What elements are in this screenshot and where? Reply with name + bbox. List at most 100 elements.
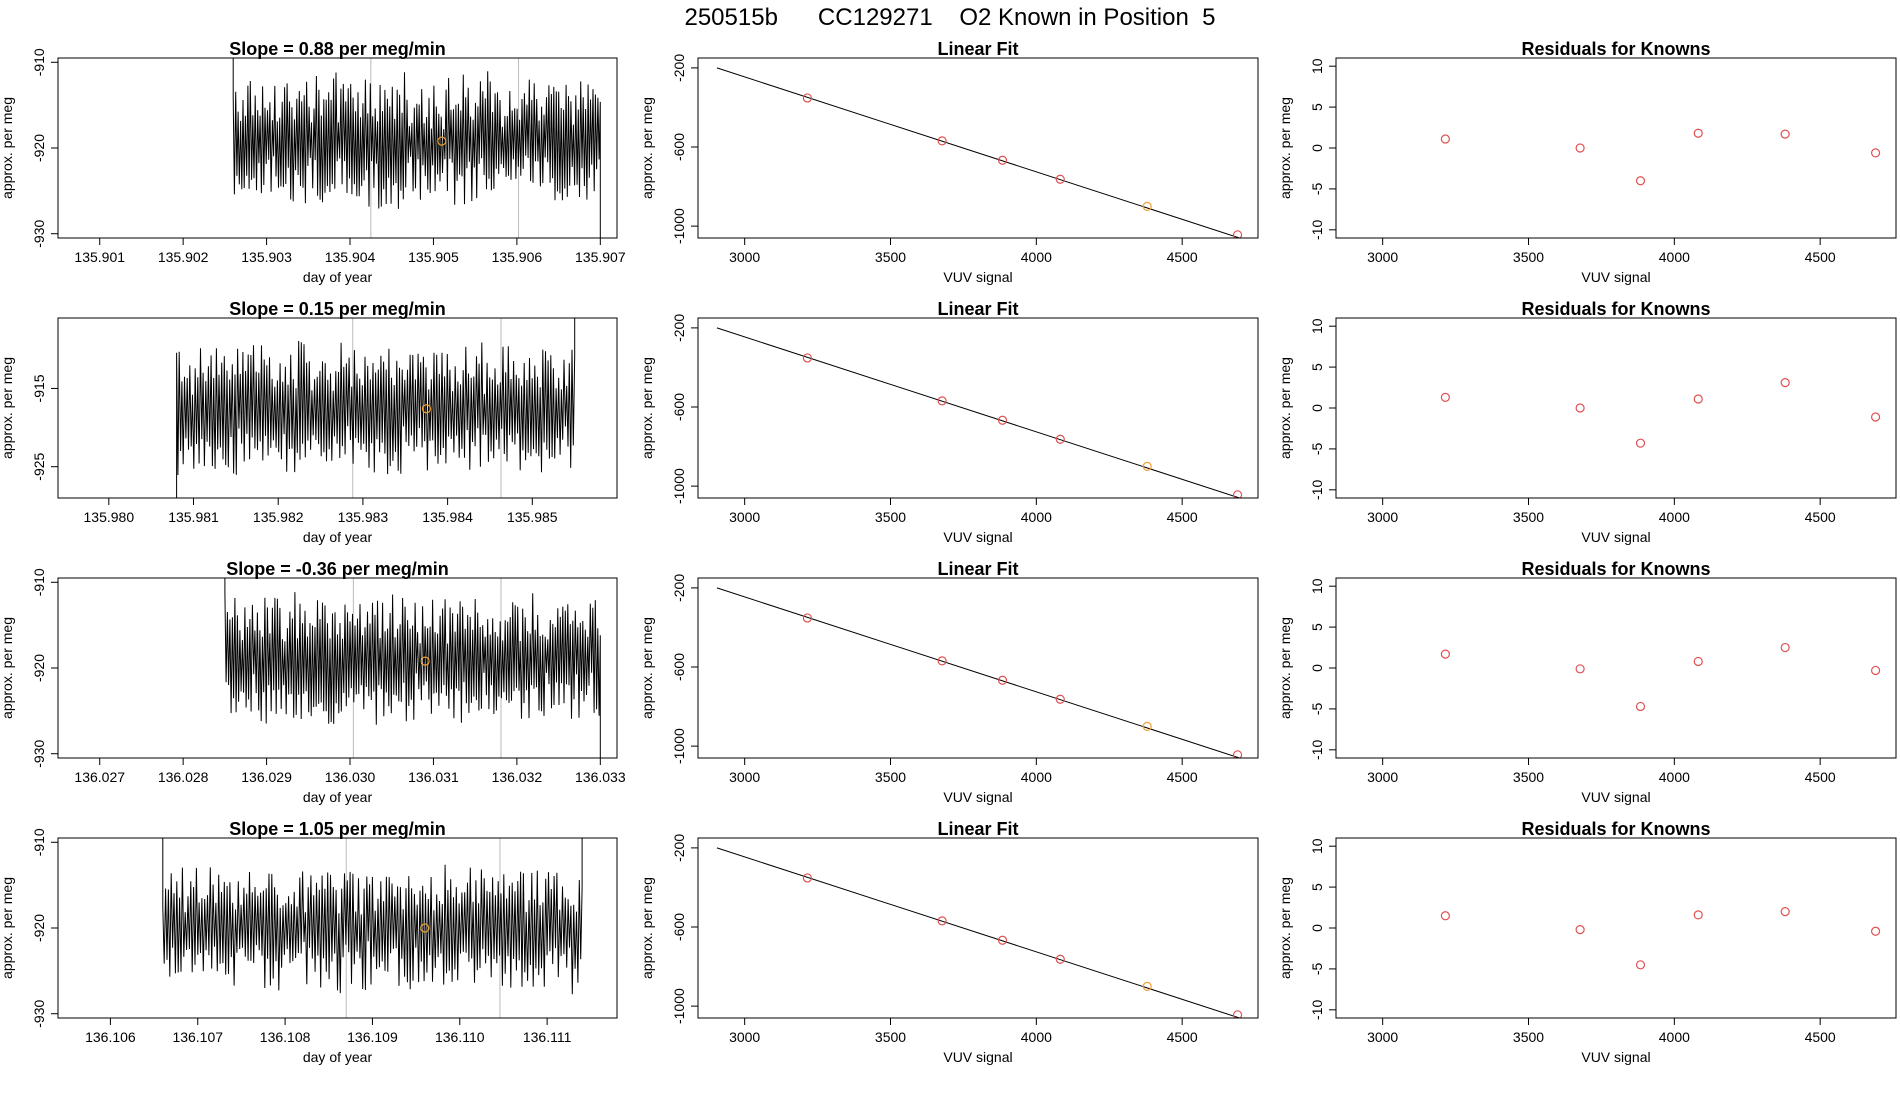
data-trace-line	[232, 58, 601, 238]
data-point	[1635, 176, 1646, 186]
data-trace-line	[176, 318, 576, 498]
data-point	[1575, 664, 1585, 674]
plot-area	[1440, 907, 1881, 970]
x-axis-label: VUV signal	[1581, 269, 1650, 285]
data-point	[802, 353, 812, 363]
y-tick-label: 5	[1309, 883, 1325, 891]
y-tick-label: -5	[1309, 182, 1325, 195]
data-point	[1870, 148, 1881, 158]
panel-fit-row-2: Linear Fit VUV signal approx. per meg 3000 3…	[639, 299, 1259, 545]
x-axis-label: VUV signal	[943, 1049, 1012, 1065]
data-point	[1870, 926, 1881, 936]
x-tick-label: 3000	[729, 769, 760, 785]
y-tick-label: -600	[671, 653, 687, 681]
x-tick-label: 3000	[1367, 509, 1398, 525]
regression-line	[716, 587, 1242, 758]
data-point	[1693, 394, 1703, 404]
data-point	[1780, 907, 1790, 917]
panel-title: Slope = -0.36 per meg/min	[226, 559, 449, 579]
x-tick-label: 136.031	[408, 769, 459, 785]
y-tick-label: -600	[671, 393, 687, 421]
x-axis-label: VUV signal	[1581, 1049, 1650, 1065]
plot-frame	[697, 577, 1259, 759]
x-tick-label: 3500	[1513, 249, 1544, 265]
y-axis-label: approx. per meg	[0, 617, 15, 719]
plot-area	[1440, 378, 1881, 448]
x-tick-label: 4500	[1805, 249, 1836, 265]
panel-residuals-row-1: Residuals for Knowns VUV signal approx. pe…	[1277, 39, 1897, 285]
panel-title: Linear Fit	[937, 559, 1018, 579]
plot-area	[1440, 642, 1881, 712]
x-tick-label: 4500	[1805, 769, 1836, 785]
plot-area	[716, 67, 1243, 238]
x-tick-label: 135.982	[253, 509, 304, 525]
x-tick-label: 135.984	[422, 509, 473, 525]
y-tick-label: -920	[31, 654, 47, 682]
y-axis-label: approx. per meg	[1277, 617, 1293, 719]
x-tick-label: 136.027	[74, 769, 125, 785]
x-tick-label: 4500	[1167, 769, 1198, 785]
data-point	[937, 916, 947, 926]
panel-fit-row-1: Linear Fit VUV signal approx. per meg 3000 3…	[639, 39, 1259, 285]
x-tick-label: 135.901	[74, 249, 125, 265]
y-tick-label: -920	[31, 134, 47, 162]
x-tick-label: 135.902	[158, 249, 209, 265]
highlight-point	[1142, 201, 1152, 211]
x-tick-label: 3000	[1367, 1029, 1398, 1045]
y-tick-label: -200	[671, 314, 687, 342]
highlight-point	[1142, 721, 1152, 731]
data-point	[1693, 128, 1703, 138]
x-axis-label: day of year	[303, 269, 373, 285]
data-point	[1635, 701, 1646, 712]
y-tick-label: 5	[1309, 103, 1325, 111]
data-point	[1440, 134, 1450, 144]
x-tick-label: 135.983	[338, 509, 389, 525]
y-tick-label: -600	[671, 913, 687, 941]
y-axis-label: approx. per meg	[639, 877, 655, 979]
x-tick-label: 136.108	[260, 1029, 311, 1045]
y-tick-label: 0	[1309, 924, 1325, 932]
data-point	[1870, 665, 1881, 676]
data-point	[937, 136, 947, 146]
data-point	[1440, 392, 1450, 402]
y-tick-label: -1000	[671, 988, 687, 1024]
x-tick-label: 4000	[1021, 1029, 1052, 1045]
x-tick-label: 135.981	[168, 509, 219, 525]
y-tick-label: -200	[671, 54, 687, 82]
x-tick-label: 4500	[1167, 249, 1198, 265]
panel-residuals-row-3: Residuals for Knowns VUV signal approx. pe…	[1277, 559, 1897, 805]
panel-title: Residuals for Knowns	[1521, 39, 1710, 59]
y-axis-label: approx. per meg	[0, 877, 15, 979]
plot-area	[224, 578, 601, 758]
x-tick-label: 4000	[1021, 769, 1052, 785]
x-axis-label: VUV signal	[1581, 529, 1650, 545]
plot-area	[232, 58, 601, 238]
x-tick-label: 3500	[1513, 769, 1544, 785]
data-point	[1232, 230, 1243, 238]
x-tick-label: 3000	[729, 249, 760, 265]
plot-frame	[697, 837, 1259, 1019]
data-point	[1635, 438, 1646, 448]
x-tick-label: 135.907	[575, 249, 626, 265]
x-tick-label: 135.905	[408, 249, 459, 265]
data-point	[1575, 403, 1585, 413]
data-point	[1575, 143, 1585, 153]
data-trace-line	[162, 838, 583, 995]
panel-slope-row-4: Slope = 1.05 per meg/min day of year appro…	[0, 819, 618, 1065]
x-tick-label: 135.985	[507, 509, 558, 525]
data-point	[997, 935, 1008, 945]
data-point	[1232, 490, 1243, 498]
y-tick-label: -910	[31, 568, 47, 596]
highlight-point	[1142, 981, 1152, 991]
y-tick-label: -1000	[671, 468, 687, 504]
figure-title: 250515b CC129271 O2 Known in Position 5	[684, 4, 1216, 31]
plot-frame	[1335, 317, 1897, 499]
x-tick-label: 135.904	[325, 249, 376, 265]
plot-frame	[57, 577, 618, 759]
data-point	[1440, 649, 1450, 659]
mean-point-marker	[420, 656, 430, 666]
x-tick-label: 3000	[1367, 249, 1398, 265]
x-tick-label: 4000	[1021, 249, 1052, 265]
x-axis-label: day of year	[303, 789, 373, 805]
plot-area	[1440, 128, 1881, 186]
